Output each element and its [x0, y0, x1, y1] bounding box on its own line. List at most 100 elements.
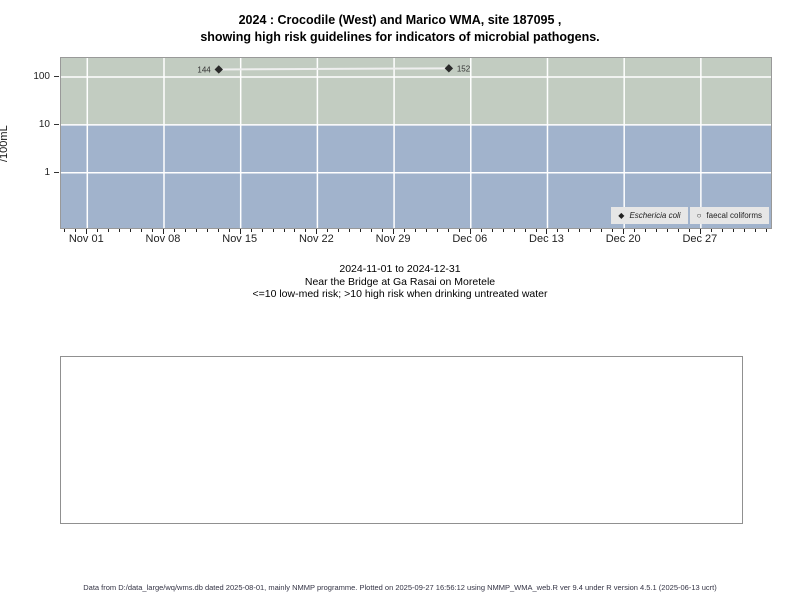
x-tick-minor	[349, 229, 351, 232]
x-tick-minor	[710, 229, 712, 232]
subtitle-block: 2024-11-01 to 2024-12-31 Near the Bridge…	[0, 263, 800, 301]
x-tick-minor	[677, 229, 679, 232]
x-tick-minor	[656, 229, 658, 232]
x-tick-label: Dec 13	[529, 233, 564, 245]
y-tick-label: 1	[44, 166, 50, 178]
x-tick-minor	[250, 229, 252, 232]
x-tick-minor	[360, 229, 362, 232]
series-connector-line	[218, 67, 449, 71]
x-tick-label: Nov 15	[222, 233, 258, 245]
footer-note: Data from D:/data_large/wq/wms.db dated …	[83, 583, 717, 592]
x-tick-minor	[612, 229, 614, 232]
x-tick-minor	[535, 229, 537, 232]
x-tick-minor	[206, 229, 208, 232]
x-tick-major	[623, 229, 625, 234]
x-tick-minor	[327, 229, 329, 232]
x-tick-major	[699, 229, 701, 234]
x-tick-minor	[524, 229, 526, 232]
x-tick-major	[469, 229, 471, 234]
y-tick	[54, 76, 59, 78]
x-tick-minor	[217, 229, 219, 232]
chart-title-line2: showing high risk guidelines for indicat…	[200, 30, 600, 44]
legend-label: Eschericia coli	[629, 211, 681, 220]
y-axis-label: /100mL	[0, 125, 10, 162]
x-tick-minor	[579, 229, 581, 232]
x-tick-label: Nov 01	[68, 233, 104, 245]
x-tick-minor	[721, 229, 723, 232]
plot-canvas: 144 152	[61, 58, 771, 228]
x-tick-minor	[436, 229, 438, 232]
legend-label: faecal coliforms	[706, 211, 762, 220]
chart-title-line1: 2024 : Crocodile (West) and Marico WMA, …	[238, 13, 562, 27]
x-tick-minor	[425, 229, 427, 232]
x-tick-minor	[458, 229, 460, 232]
x-tick-minor	[152, 229, 154, 232]
x-tick-minor	[272, 229, 274, 232]
x-tick-minor	[688, 229, 690, 232]
x-tick-minor	[261, 229, 263, 232]
x-tick-minor	[502, 229, 504, 232]
x-tick-minor	[75, 229, 77, 232]
x-tick-minor	[382, 229, 384, 232]
x-tick-minor	[765, 229, 767, 232]
x-tick-minor	[568, 229, 570, 232]
x-tick-minor	[184, 229, 186, 232]
x-tick-minor	[513, 229, 515, 232]
x-tick-minor	[732, 229, 734, 232]
date-range-subtitle: 2024-11-01 to 2024-12-31	[339, 263, 461, 275]
x-tick-minor	[754, 229, 756, 232]
x-tick-minor	[557, 229, 559, 232]
filled-diamond-icon: ◆	[618, 210, 625, 220]
x-tick-minor	[404, 229, 406, 232]
data-point-label: 144	[197, 65, 211, 74]
x-tick-minor	[173, 229, 175, 232]
chart-title: 2024 : Crocodile (West) and Marico WMA, …	[0, 12, 800, 46]
x-tick-minor	[228, 229, 230, 232]
x-tick-label: Nov 22	[298, 233, 334, 245]
x-tick-minor	[480, 229, 482, 232]
x-tick-major	[393, 229, 395, 234]
x-tick-minor	[645, 229, 647, 232]
data-point-label: 152	[457, 64, 471, 73]
y-tick-label: 10	[38, 118, 50, 130]
x-tick-minor	[130, 229, 132, 232]
x-tick-minor	[415, 229, 416, 232]
x-tick-minor	[283, 229, 285, 232]
empty-panel	[60, 356, 743, 524]
x-tick-minor	[447, 229, 449, 232]
x-tick-label: Dec 20	[605, 233, 641, 245]
x-tick-minor	[108, 229, 110, 232]
x-tick-minor	[491, 229, 493, 232]
y-tick	[54, 171, 59, 173]
x-tick-minor	[371, 229, 373, 232]
x-tick-minor	[305, 229, 307, 232]
x-tick-major	[162, 229, 164, 234]
x-tick-minor	[294, 229, 296, 232]
x-tick-label: Nov 08	[145, 233, 181, 245]
x-tick-label: Dec 27	[682, 233, 718, 245]
legend-item-faecal-coliforms: ○ faecal coliforms	[689, 207, 769, 224]
open-circle-icon: ○	[696, 210, 702, 220]
x-tick-minor	[119, 229, 121, 232]
x-tick-major	[316, 229, 318, 234]
site-location-subtitle: Near the Bridge at Ga Rasai on Moretele	[304, 275, 496, 288]
legend-item-ecoli: ◆ Eschericia coli	[611, 207, 688, 224]
y-tick-label: 100	[33, 71, 50, 83]
x-tick-label: Nov 29	[375, 233, 411, 245]
y-tick	[54, 123, 59, 125]
x-tick-minor	[97, 229, 99, 232]
plot-area: 144 152 ◆ Eschericia coli ○ faecal colifo…	[60, 57, 772, 229]
x-tick-minor	[634, 229, 636, 232]
x-tick-minor	[141, 229, 143, 232]
x-tick-minor	[601, 229, 603, 232]
legend: ◆ Eschericia coli ○ faecal coliforms	[611, 207, 769, 224]
x-tick-minor	[64, 229, 66, 232]
x-tick-label: Dec 06	[452, 233, 488, 245]
x-tick-minor	[590, 229, 592, 232]
x-tick-minor	[743, 229, 745, 232]
x-tick-major	[239, 229, 241, 234]
x-tick-minor	[195, 229, 197, 232]
x-tick-minor	[338, 229, 340, 232]
x-tick-major	[86, 229, 88, 234]
risk-guideline-subtitle: <=10 low-med risk; >10 high risk when dr…	[252, 288, 548, 300]
